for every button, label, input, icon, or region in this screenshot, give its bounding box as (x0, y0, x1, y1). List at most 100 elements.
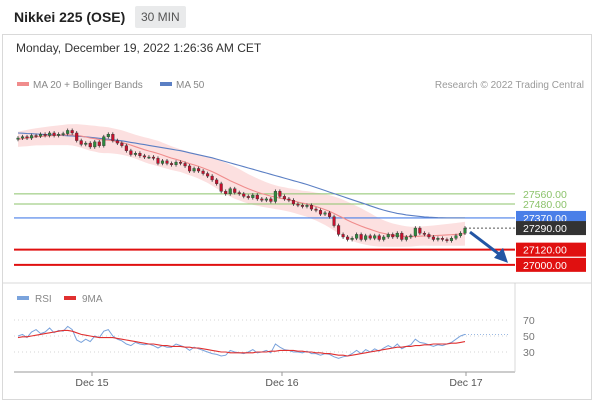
ma50-legend-swatch (160, 82, 172, 86)
candle (440, 238, 444, 240)
candle (106, 134, 110, 137)
candle (296, 203, 300, 206)
level-label-bg (516, 221, 586, 236)
candle (377, 235, 381, 240)
rsi-line (17, 325, 466, 359)
candle (368, 235, 372, 239)
candle (88, 142, 92, 148)
ma50-legend-label: MA 50 (176, 80, 205, 91)
candle (183, 163, 187, 167)
candle (206, 173, 210, 177)
projection-arrow-head (494, 247, 508, 263)
candle (436, 238, 440, 240)
rsi-tick-label: 70 (523, 315, 535, 327)
candle (431, 236, 435, 240)
candle (192, 168, 196, 172)
candle (332, 216, 336, 226)
candle (445, 239, 449, 241)
candle (188, 165, 192, 172)
candle (228, 188, 232, 195)
candle (133, 153, 137, 155)
rsi-tick-label: 50 (523, 331, 535, 343)
level-label-bg (516, 257, 586, 272)
instrument-title: Nikkei 225 (OSE) (14, 9, 126, 25)
level-label-bg (516, 242, 586, 257)
rsi-ma-legend-label: 9MA (82, 294, 103, 305)
candle (169, 163, 174, 165)
candle (219, 183, 223, 192)
timeframe-badge[interactable]: 30 MIN (135, 6, 186, 28)
candle (25, 136, 29, 139)
candle (48, 132, 52, 136)
candle (404, 236, 408, 240)
x-tick-label: Dec 17 (449, 377, 482, 389)
candle (61, 133, 65, 135)
candle (242, 193, 246, 197)
level-label-last: 27290.00 (523, 223, 567, 235)
candle (201, 170, 205, 174)
level-label-resistance: 27560.00 (523, 189, 567, 201)
candle (328, 212, 332, 217)
level-label-support: 27120.00 (523, 245, 567, 257)
candle (318, 210, 323, 215)
candle (57, 134, 61, 136)
rsi-legend-label: RSI (35, 294, 52, 305)
credit-label: Research © 2022 Trading Central (435, 80, 584, 91)
candle (237, 192, 241, 195)
candle (93, 141, 97, 148)
candle (70, 130, 74, 134)
candle (382, 236, 386, 240)
candle (120, 142, 124, 146)
candle (233, 188, 237, 193)
candle (102, 136, 106, 146)
candle (160, 160, 165, 164)
candle (156, 158, 160, 164)
ma50-line (17, 132, 465, 219)
candle (111, 134, 115, 141)
candle (300, 205, 304, 207)
candle (395, 232, 399, 238)
x-tick-label: Dec 16 (265, 377, 298, 389)
candle (210, 175, 214, 181)
candle (138, 153, 142, 156)
candle (409, 235, 413, 238)
candle (422, 232, 426, 235)
candle (34, 135, 38, 137)
ma20-legend-label: MA 20 + Bollinger Bands (33, 80, 143, 91)
candle (52, 132, 56, 136)
candle (151, 156, 155, 159)
candle (79, 140, 83, 145)
candle (305, 205, 309, 207)
candle (174, 161, 178, 165)
candle (115, 140, 119, 144)
candle (418, 227, 422, 234)
chart-header: Nikkei 225 (OSE) 30 MIN (0, 0, 594, 34)
chart-panel (2, 34, 592, 400)
candle (278, 191, 282, 197)
candle (142, 155, 146, 158)
level-label-support: 27000.00 (523, 260, 567, 272)
level-label-resistance: 27480.00 (523, 199, 567, 211)
candle (346, 236, 350, 240)
candle (350, 238, 354, 240)
candle (364, 235, 368, 240)
candle (147, 156, 151, 159)
candle (463, 227, 467, 234)
candle (309, 205, 314, 210)
candle (359, 234, 363, 240)
candle (458, 232, 463, 236)
candle (129, 150, 133, 155)
x-tick-label: Dec 15 (75, 377, 108, 389)
candle (386, 234, 390, 238)
candle (66, 130, 70, 134)
candle (400, 232, 404, 240)
candle (273, 191, 277, 202)
rsi-ma-legend-swatch (64, 296, 76, 300)
candle (30, 135, 34, 139)
candle (43, 134, 47, 136)
candle (269, 198, 273, 202)
candle (97, 141, 101, 146)
candle (282, 196, 286, 200)
rsi-ma-line (17, 329, 466, 357)
